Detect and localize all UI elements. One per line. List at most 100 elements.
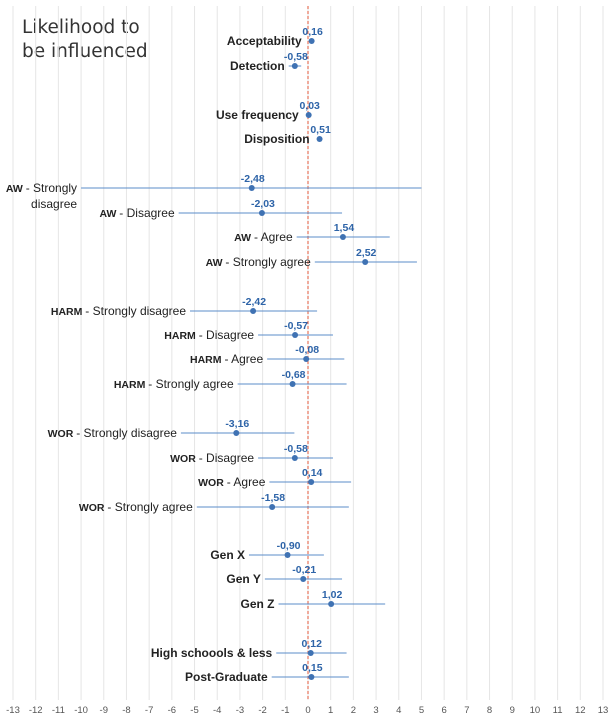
x-tick-label: -4 (213, 705, 221, 716)
row-label-text: Use frequency (216, 108, 299, 122)
value-label: -0,57 (284, 320, 308, 332)
row-group: -0,58 WOR - Disagree (170, 443, 333, 465)
row-group: -2,03 AW - Disagree (99, 198, 343, 220)
value-label: -1,58 (261, 492, 285, 504)
x-tick-label: 7 (464, 705, 469, 716)
row-label-prefix: HARM (114, 379, 148, 391)
point-estimate (308, 674, 315, 680)
x-tick-label: 6 (442, 705, 447, 716)
value-label: 0,14 (302, 467, 323, 479)
row-label-text: - Disagree (119, 206, 175, 220)
row-label: High schoools & less (151, 646, 273, 660)
row-label-text: Gen X (210, 548, 245, 562)
value-label: -2,42 (242, 296, 266, 308)
row-label-text: Gen Y (226, 572, 260, 586)
row-group: 0,15 Post-Graduate (185, 662, 349, 684)
row-label-prefix: WOR (48, 428, 77, 440)
value-label: -0,90 (277, 540, 301, 552)
value-label: 1,02 (322, 589, 343, 601)
point-estimate (269, 504, 276, 510)
x-tick-label: 4 (396, 705, 401, 716)
row-label-prefix: WOR (198, 477, 227, 489)
row-label: Gen Y (226, 572, 260, 586)
point-estimate (284, 552, 291, 558)
value-label: 0,15 (302, 662, 323, 674)
row-label-text: High schoools & less (151, 646, 273, 660)
row-label: Gen Z (240, 597, 274, 611)
row-label-prefix: AW (99, 208, 119, 220)
row-label: HARM - Strongly agree (114, 377, 234, 391)
row-group: -3,16 WOR - Strongly disagree (48, 418, 295, 440)
x-tick-label: -8 (122, 705, 130, 716)
x-tick-label: -13 (6, 705, 20, 716)
row-label-prefix: HARM (190, 354, 224, 366)
row-label-text: Acceptability (227, 34, 302, 48)
x-tick-label: 5 (419, 705, 424, 716)
x-tick-label: 13 (598, 705, 608, 716)
row-label-prefix: WOR (79, 502, 108, 514)
point-estimate (362, 259, 369, 265)
row-group: -0,68 HARM - Strongly agree (114, 369, 347, 391)
row-label-text: - Strongly agree (148, 377, 234, 391)
row-label: AW - Strongly (6, 181, 77, 195)
point-estimate (248, 185, 255, 191)
value-label: -0,08 (295, 344, 319, 356)
chart-title-line-2: be influenced (22, 41, 148, 62)
x-tick-label: -11 (52, 705, 65, 716)
point-estimate (316, 136, 323, 142)
point-estimate (300, 576, 307, 582)
point-estimate (258, 210, 265, 216)
x-tick-label: -7 (145, 705, 153, 716)
row-label-text: Detection (230, 59, 285, 73)
x-tick-label: 1 (328, 705, 333, 716)
value-label: -0,21 (292, 564, 316, 576)
row-label-prefix: WOR (170, 453, 199, 465)
point-estimate (305, 112, 312, 118)
row-label: WOR - Strongly disagree (48, 426, 178, 440)
point-estimate (233, 430, 240, 436)
row-label: Acceptability (227, 34, 302, 48)
x-tick-label: -12 (29, 705, 43, 716)
row-label-text: - Agree (227, 475, 266, 489)
point-estimate (250, 308, 257, 314)
x-tick-label: -6 (168, 705, 176, 716)
row-label-prefix: HARM (51, 306, 85, 318)
x-tick-label: 3 (373, 705, 378, 716)
x-tick-label: -10 (74, 705, 88, 716)
row-group: -2,42 HARM - Strongly disagree (51, 296, 318, 318)
x-tick-label: 0 (305, 705, 310, 716)
point-estimate (291, 63, 298, 69)
x-tick-label: 12 (575, 705, 586, 716)
x-tick-label: 2 (351, 705, 356, 716)
row-label-text: - Strongly agree (107, 500, 193, 514)
row-label-continued: disagree (31, 197, 77, 211)
point-estimate (308, 479, 315, 485)
value-label: 2,52 (356, 247, 377, 259)
point-estimate (307, 650, 314, 656)
point-estimate (303, 356, 310, 362)
value-label: 0,51 (310, 124, 331, 136)
row-label-text: - Agree (224, 352, 263, 366)
row-group: -0,57 HARM - Disagree (164, 320, 333, 342)
row-label: WOR - Disagree (170, 451, 254, 465)
x-tick-label: 9 (510, 705, 515, 716)
x-tick-label: -2 (258, 705, 266, 716)
value-label: 1,54 (334, 222, 355, 234)
value-label: 0,12 (302, 638, 323, 650)
row-group: -0,21 Gen Y (226, 564, 343, 586)
row-label-text: Gen Z (240, 597, 274, 611)
grid-lines (12, 6, 604, 700)
row-label-text: - Disagree (199, 451, 255, 465)
value-label: -0,58 (284, 51, 308, 63)
value-label: 0,16 (302, 26, 323, 38)
point-estimate (339, 234, 346, 240)
row-label: HARM - Disagree (164, 328, 254, 342)
row-label-prefix: AW (206, 257, 226, 269)
row-label-text: - Strongly (26, 181, 77, 195)
row-label: WOR - Strongly agree (79, 500, 193, 514)
x-tick-label: -5 (190, 705, 198, 716)
x-tick-label: 8 (487, 705, 492, 716)
